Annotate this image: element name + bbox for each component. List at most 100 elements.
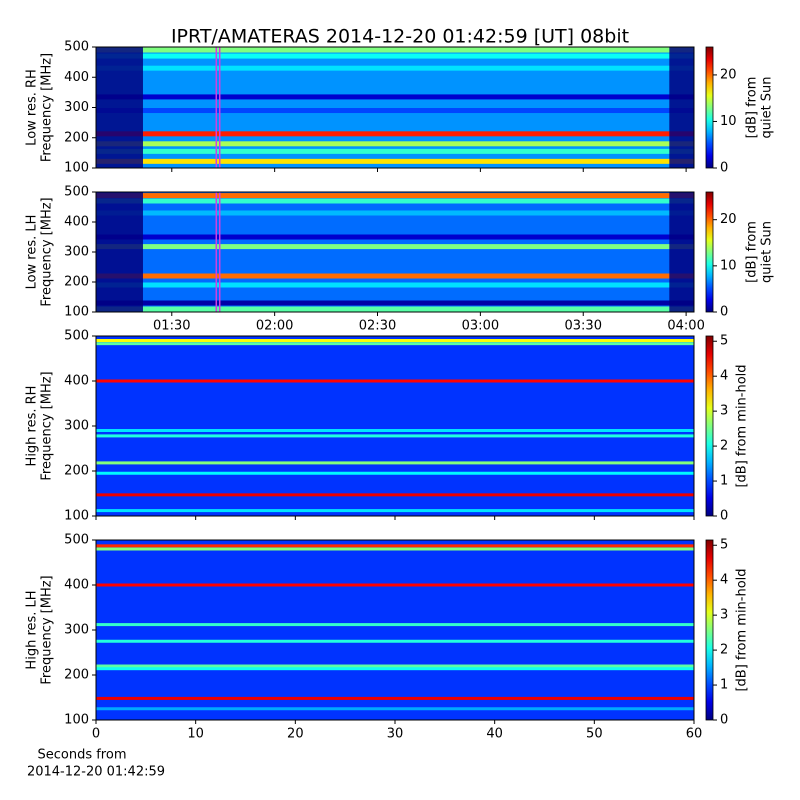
spectrogram-band bbox=[96, 273, 694, 279]
spectrogram-band bbox=[96, 300, 694, 306]
spectrogram-band bbox=[96, 493, 694, 497]
y-tick-label: 100 bbox=[64, 161, 89, 176]
x-tick-label: 04:00 bbox=[667, 319, 704, 334]
no-data-left bbox=[96, 47, 143, 168]
colorbar-label: [dB] from min-hold bbox=[735, 364, 750, 487]
colorbar-tick-label: 5 bbox=[720, 538, 728, 553]
y-tick-label: 500 bbox=[64, 185, 89, 200]
spectrogram-band bbox=[96, 623, 694, 627]
x-tick-label: 10 bbox=[187, 727, 204, 742]
y-tick-label: 200 bbox=[64, 464, 89, 479]
y-axis-label: Low res. RH bbox=[25, 69, 40, 146]
spectrogram-base bbox=[96, 192, 694, 312]
colorbar-label: [dB] from bbox=[745, 77, 760, 139]
spectrogram-band bbox=[96, 707, 694, 711]
x-tick-label: 30 bbox=[387, 727, 404, 742]
spectrogram-band bbox=[96, 342, 694, 346]
spectrogram-band bbox=[96, 47, 694, 53]
spectrogram-base bbox=[96, 540, 694, 720]
spectrogram-band bbox=[96, 282, 694, 288]
spectrogram-band bbox=[96, 148, 694, 154]
y-tick-label: 300 bbox=[64, 623, 89, 638]
spectrogram-band bbox=[96, 234, 694, 240]
chart-title: IPRT/AMATERAS 2014-12-20 01:42:59 [UT] 0… bbox=[171, 26, 629, 48]
x-tick-label: 20 bbox=[287, 727, 304, 742]
x-tick-label: 02:00 bbox=[256, 319, 293, 334]
spectrogram-band bbox=[96, 210, 694, 216]
spectrogram-band bbox=[96, 509, 694, 513]
colorbar-tick-label: 4 bbox=[720, 573, 728, 588]
spectrogram-band bbox=[96, 379, 694, 383]
colorbar-label: [dB] from bbox=[745, 221, 760, 283]
x-tick-label: 60 bbox=[686, 727, 703, 742]
colorbar-label: quiet Sun bbox=[760, 221, 775, 283]
y-tick-label: 100 bbox=[64, 509, 89, 524]
y-tick-label: 300 bbox=[64, 100, 89, 115]
y-tick-label: 500 bbox=[64, 533, 89, 548]
spectrogram-band bbox=[96, 471, 694, 475]
colorbar-label: [dB] from min-hold bbox=[735, 568, 750, 691]
spectrogram-band bbox=[96, 696, 694, 700]
spectrogram-band bbox=[96, 583, 694, 587]
x-tick-label: 40 bbox=[486, 727, 503, 742]
colorbar-tick-label: 0 bbox=[720, 713, 728, 728]
spectrogram-band bbox=[96, 198, 694, 204]
spectrogram-band bbox=[96, 434, 694, 438]
spectrogram-band bbox=[96, 94, 694, 100]
colorbar-tick-label: 5 bbox=[720, 334, 728, 349]
y-axis-label: Frequency [MHz] bbox=[40, 575, 55, 684]
spectrogram-band bbox=[96, 639, 694, 643]
y-tick-label: 400 bbox=[64, 578, 89, 593]
y-tick-label: 100 bbox=[64, 713, 89, 728]
spectrogram-band bbox=[96, 193, 694, 199]
x-tick-label: 50 bbox=[586, 727, 603, 742]
spectrogram-band bbox=[96, 339, 694, 342]
colorbar-tick-label: 10 bbox=[720, 114, 737, 129]
y-tick-label: 400 bbox=[64, 70, 89, 85]
y-axis-label: Frequency [MHz] bbox=[40, 197, 55, 306]
colorbar bbox=[705, 335, 714, 517]
spectrogram-band bbox=[96, 547, 694, 551]
y-tick-label: 300 bbox=[64, 419, 89, 434]
y-axis-label: High res. RH bbox=[25, 386, 40, 467]
x-tick-label: 01:30 bbox=[153, 319, 190, 334]
x-axis-label: Seconds from bbox=[37, 748, 126, 763]
colorbar-tick-label: 2 bbox=[720, 643, 728, 658]
colorbar-tick-label: 3 bbox=[720, 404, 728, 419]
spectrogram-band bbox=[96, 53, 694, 59]
y-axis-label: Low res. LH bbox=[25, 215, 40, 290]
colorbar bbox=[705, 191, 714, 313]
no-data-left bbox=[96, 192, 143, 312]
no-data-right bbox=[669, 192, 694, 312]
spectrogram-band bbox=[96, 461, 694, 465]
y-tick-label: 200 bbox=[64, 275, 89, 290]
y-axis-label: Frequency [MHz] bbox=[40, 371, 55, 480]
x-axis-label: 2014-12-20 01:42:59 bbox=[27, 765, 165, 780]
spectrogram-band bbox=[96, 306, 694, 312]
colorbar bbox=[705, 539, 714, 721]
y-tick-label: 200 bbox=[64, 130, 89, 145]
spectrogram-band bbox=[96, 664, 694, 668]
y-tick-label: 400 bbox=[64, 215, 89, 230]
colorbar-tick-label: 0 bbox=[720, 161, 728, 176]
colorbar-tick-label: 1 bbox=[720, 678, 728, 693]
colorbar bbox=[705, 46, 714, 169]
spectrogram-band bbox=[96, 108, 694, 114]
colorbar-tick-label: 1 bbox=[720, 474, 728, 489]
spectrogram-band bbox=[96, 131, 694, 137]
y-tick-label: 200 bbox=[64, 668, 89, 683]
colorbar-tick-label: 20 bbox=[720, 212, 737, 227]
spectrogram-band bbox=[96, 544, 694, 548]
x-tick-label: 03:00 bbox=[462, 319, 499, 334]
y-axis-label: Frequency [MHz] bbox=[40, 53, 55, 162]
spectrogram-band bbox=[96, 141, 694, 147]
colorbar-tick-label: 0 bbox=[720, 509, 728, 524]
x-tick-label: 02:30 bbox=[359, 319, 396, 334]
colorbar-tick-label: 3 bbox=[720, 608, 728, 623]
y-axis-label: High res. LH bbox=[25, 590, 40, 669]
spectrogram-base bbox=[96, 336, 694, 516]
colorbar-tick-label: 0 bbox=[720, 305, 728, 320]
spectrogram-band bbox=[96, 158, 694, 164]
colorbar-tick-label: 20 bbox=[720, 67, 737, 82]
x-tick-label: 0 bbox=[92, 727, 100, 742]
